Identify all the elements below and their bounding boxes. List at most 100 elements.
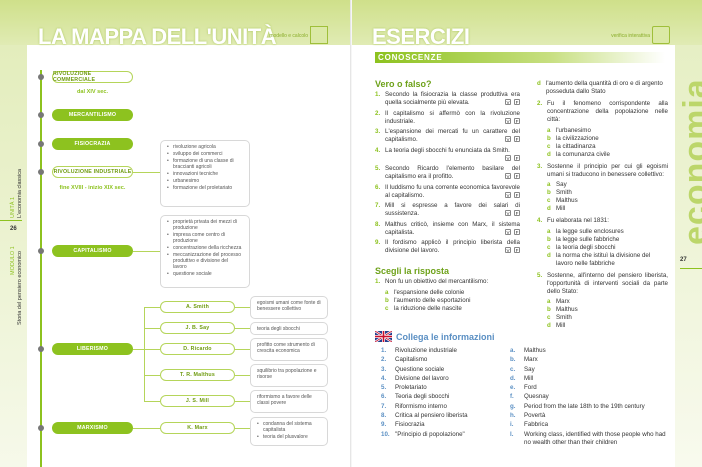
option[interactable]: d l'aumento della quantità di oro e di ar…	[537, 80, 663, 95]
true-checkbox[interactable]: V	[505, 117, 511, 124]
option[interactable]: d Mill	[547, 322, 566, 329]
true-checkbox[interactable]: V	[505, 136, 511, 142]
timeline-dot	[38, 248, 44, 254]
true-checkbox[interactable]: V	[505, 247, 511, 253]
match-list-right: a. Malthus b. Marx c. Say d. Mill e. Ford f. Quesna…	[510, 347, 670, 448]
true-checkbox[interactable]: V	[505, 210, 511, 216]
option[interactable]: a Say	[547, 181, 567, 188]
false-checkbox[interactable]: F	[514, 117, 520, 124]
cap-box: proprietà privata dei mezzi di produzion…	[160, 215, 250, 288]
true-checkbox[interactable]: V	[505, 173, 511, 179]
list-item: meccanizzazione del processo produttivo …	[167, 252, 243, 270]
option[interactable]: a Marx	[547, 298, 570, 305]
author-smith: A. Smith	[160, 301, 235, 313]
true-checkbox[interactable]: V	[505, 191, 511, 198]
timeline-dot	[38, 112, 44, 118]
timeline-dot	[38, 141, 44, 147]
author-desc: squilibrio tra popolazione e risorse	[250, 364, 328, 387]
match-item: 1. Rivoluzione industriale	[381, 347, 457, 354]
option[interactable]: c Malthus	[547, 197, 578, 204]
false-checkbox[interactable]: F	[514, 173, 520, 179]
option[interactable]: b la civilizzazione	[547, 134, 599, 142]
timeline-dot	[38, 169, 44, 175]
option[interactable]: c la teoria degli sbocchi	[547, 243, 616, 251]
question: 1. Non fu un obiettivo del mercantilismo:	[375, 278, 489, 285]
false-checkbox[interactable]: F	[514, 136, 520, 142]
ri-box: rivoluzione agricola sviluppo dei commer…	[160, 140, 250, 207]
module-title: Storia del pensiero economico	[17, 251, 23, 325]
option[interactable]: c la riduzione delle nascite	[385, 304, 462, 312]
resource-icon[interactable]	[310, 26, 328, 44]
unit-title: L'economia classica	[17, 168, 23, 218]
true-checkbox[interactable]: V	[505, 99, 511, 105]
tf-question: 8. Malthus criticò, insieme con Marx, il …	[375, 220, 520, 236]
false-checkbox[interactable]: F	[514, 191, 520, 198]
match-item: 4. Divisione del lavoro	[381, 374, 449, 382]
author-say: J. B. Say	[160, 322, 235, 334]
match-item: 9. Fisiocrazia	[381, 421, 425, 429]
match-item: e. Ford	[510, 384, 537, 392]
cl-title: Collega le informazioni	[396, 331, 495, 342]
list-item: formazione del proletariato	[167, 185, 243, 191]
option[interactable]: d Mill	[547, 205, 566, 212]
match-item: 7. Riformismo interno	[381, 402, 447, 410]
author-desc: riformismo a favore delle classi povere	[250, 390, 328, 413]
false-checkbox[interactable]: F	[514, 210, 520, 216]
option[interactable]: b la legge sulle fabbriche	[547, 235, 620, 243]
author-desc: egoismi umani come fonte di benessere co…	[250, 296, 328, 319]
option[interactable]: b Smith	[547, 189, 572, 196]
branch-line	[144, 307, 145, 402]
marx-box: condanna del sistema capitalista teoria …	[250, 417, 328, 446]
match-item: f. Quesnay	[510, 393, 549, 401]
tf-question: 7. Mill si espresse a favore dei salari d…	[375, 202, 520, 217]
option[interactable]: d la comunanza civile	[547, 150, 610, 158]
match-item: 2. Capitalismo	[381, 356, 428, 364]
list-item: urbanesimo	[167, 178, 243, 184]
rc-date: dal XIV sec.	[76, 89, 109, 95]
tf-question: 4. La teoria degli sbocchi fu enunciata d…	[375, 146, 520, 161]
connector	[133, 349, 144, 350]
match-item: d. Mill	[510, 374, 534, 382]
exercises-title: ESERCIZI	[372, 24, 470, 49]
node-fisiocrazia: FISIOCRAZIA	[52, 138, 133, 150]
list-item: condanna del sistema capitalista	[257, 421, 321, 433]
node-rivoluzione-commerciale: RIVOLUZIONE COMMERCIALE	[52, 71, 133, 83]
option[interactable]: b Malthus	[547, 306, 578, 313]
author-mill: J. S. Mill	[160, 395, 235, 407]
false-checkbox[interactable]: F	[514, 99, 520, 105]
unit-label: UNITÀ 1	[10, 196, 16, 218]
option[interactable]: c la cittadinanza	[547, 142, 596, 150]
false-checkbox[interactable]: F	[514, 228, 520, 235]
author-desc: teoria degli sbocchi	[250, 322, 328, 335]
match-item: a. Malthus	[510, 347, 546, 354]
question: 3. Sostenne il principio per cui gli egoi…	[537, 162, 668, 178]
connector	[133, 172, 160, 173]
option[interactable]: b l'aumento delle esportazioni	[385, 296, 471, 304]
tf-question: 1. Secondo la fisiocrazia la classe produ…	[375, 91, 520, 106]
interactive-test-icon[interactable]	[652, 26, 670, 44]
author-malthus: T. R. Malthus	[160, 369, 235, 381]
timeline-dot	[38, 346, 44, 352]
uk-flag-icon	[375, 331, 392, 342]
match-item: 5. Proletariato	[381, 384, 427, 392]
author-desc: profitto come strumento di crescita econ…	[250, 338, 328, 361]
option[interactable]: d la norma che istituì la divisione del l…	[547, 251, 651, 267]
sr-title: Scegli la risposta	[375, 266, 450, 276]
true-checkbox[interactable]: V	[505, 228, 511, 235]
false-checkbox[interactable]: F	[514, 247, 520, 253]
option[interactable]: c Smith	[547, 314, 572, 321]
list-item: concentrazione della ricchezza	[167, 245, 243, 251]
list-item: rivoluzione agricola	[167, 144, 243, 150]
option[interactable]: a l'espansione delle colonie	[385, 288, 465, 296]
margin-word: economia	[677, 78, 702, 245]
right-margin	[675, 45, 702, 467]
divider	[0, 220, 22, 221]
connector	[133, 251, 160, 252]
true-checkbox[interactable]: V	[505, 154, 511, 161]
timeline-dot	[38, 425, 44, 431]
option[interactable]: a la legge sulle enclosures	[547, 227, 624, 235]
tf-question: 3. L'espansione dei mercati fu un caratte…	[375, 128, 520, 143]
tf-question: 2. Il capitalismo si affermò con la rivol…	[375, 109, 520, 125]
false-checkbox[interactable]: F	[514, 154, 520, 161]
option[interactable]: a l'urbanesimo	[547, 126, 591, 134]
